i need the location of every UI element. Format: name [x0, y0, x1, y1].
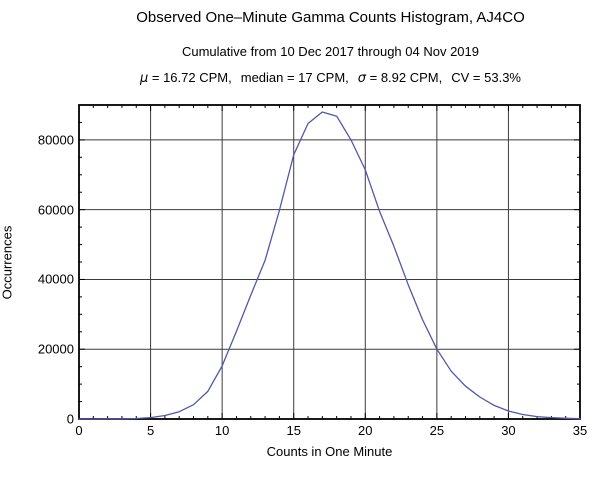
chart-stats-line: μ = 16.72 CPM, median = 17 CPM, σ = 8.92 C… [60, 70, 600, 86]
cv-value: CV = 53.3% [451, 70, 521, 85]
x-tick-label: 25 [429, 423, 445, 438]
chart-title: Observed One–Minute Gamma Counts Histogr… [136, 9, 525, 26]
y-axis-label: Occurrences [0, 225, 15, 300]
y-tick-label: 80000 [37, 132, 74, 148]
plot-frame [78, 104, 581, 420]
sigma-value: = 8.92 CPM, [366, 70, 443, 85]
y-tick-label: 20000 [37, 341, 74, 357]
histogram-curve [78, 111, 581, 420]
sigma-symbol: σ [357, 71, 367, 86]
y-tick-label: 40000 [37, 271, 74, 287]
x-tick-label: 5 [146, 423, 155, 438]
x-tick-label: 10 [214, 423, 230, 438]
median-value: median = 17 CPM, [240, 70, 349, 85]
y-tick-label: 0 [66, 411, 74, 427]
x-tick-label: 15 [286, 423, 301, 438]
x-tick-label: 30 [501, 423, 516, 438]
x-tick-label: 35 [572, 423, 588, 438]
mu-value: = 16.72 CPM, [148, 70, 232, 85]
chart-subtitle: Cumulative from 10 Dec 2017 through 04 N… [181, 44, 479, 59]
y-tick-label: 60000 [37, 202, 74, 218]
x-axis-label: Counts in One Minute [266, 444, 393, 459]
mu-symbol: μ [139, 71, 149, 86]
x-tick-label: 0 [75, 423, 83, 438]
x-tick-label: 20 [358, 423, 373, 438]
